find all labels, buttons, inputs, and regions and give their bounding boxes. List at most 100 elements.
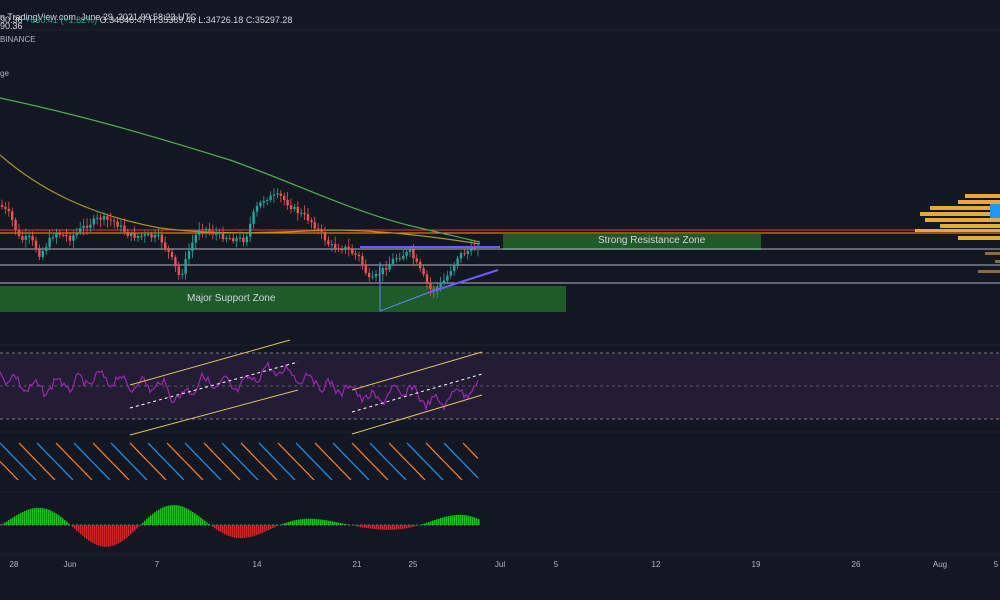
hist-bar bbox=[106, 525, 108, 547]
hist-bar bbox=[16, 515, 18, 525]
hist-bar bbox=[372, 525, 374, 529]
candle-body bbox=[453, 264, 456, 271]
hist-bar bbox=[290, 521, 292, 525]
candle-body bbox=[198, 229, 201, 235]
candle-body bbox=[391, 258, 395, 264]
hist-bar bbox=[228, 525, 230, 536]
hist-bar bbox=[28, 509, 30, 525]
hist-bar bbox=[308, 518, 310, 525]
hist-bar bbox=[408, 525, 410, 528]
candle-body bbox=[266, 200, 269, 202]
candle-body bbox=[177, 266, 180, 275]
candle-body bbox=[463, 253, 466, 255]
hist-bar bbox=[302, 519, 304, 525]
hist-bar bbox=[176, 505, 178, 525]
x-tick: 19 bbox=[751, 560, 761, 569]
candle-body bbox=[65, 234, 68, 237]
hist-bar bbox=[464, 515, 466, 525]
hist-bar bbox=[266, 525, 268, 531]
hist-bar bbox=[194, 513, 196, 525]
support-zone[interactable] bbox=[0, 286, 566, 312]
candle-body bbox=[21, 235, 24, 240]
candle-body bbox=[160, 234, 163, 243]
support-zone-label: Major Support Zone bbox=[187, 293, 276, 304]
hist-bar bbox=[422, 524, 424, 525]
source-text: n TradingView.com, June 29, 2021 09:58:2… bbox=[0, 12, 197, 22]
hist-bar bbox=[78, 525, 80, 533]
hist-bar bbox=[68, 523, 70, 525]
hist-bar bbox=[260, 525, 262, 534]
hist-bar bbox=[240, 525, 242, 539]
candle-body bbox=[425, 274, 429, 283]
hist-bar bbox=[452, 515, 454, 525]
hist-bar bbox=[376, 525, 378, 530]
candle-body bbox=[313, 222, 316, 229]
candle-body bbox=[286, 199, 289, 206]
hist-bar bbox=[172, 505, 174, 525]
hist-bar bbox=[34, 508, 36, 525]
hist-bar bbox=[198, 516, 200, 525]
hist-bar bbox=[114, 525, 116, 546]
x-tick: Aug bbox=[932, 560, 948, 569]
hist-bar bbox=[244, 525, 246, 538]
candle-body bbox=[126, 231, 129, 236]
x-tick: 12 bbox=[651, 560, 661, 569]
hist-bar bbox=[44, 508, 46, 525]
candle-body bbox=[17, 229, 21, 236]
hist-bar bbox=[92, 525, 94, 543]
hist-bar bbox=[468, 515, 470, 525]
candle-body bbox=[79, 228, 82, 233]
rsi-line bbox=[0, 360, 479, 412]
candle-body bbox=[38, 249, 41, 257]
candle-body bbox=[303, 212, 306, 215]
hist-bar bbox=[378, 525, 380, 530]
hist-bar bbox=[124, 525, 126, 540]
hist-bar bbox=[12, 517, 14, 525]
hist-bar bbox=[274, 525, 276, 528]
candle-body bbox=[388, 263, 391, 270]
candle-body bbox=[412, 249, 415, 259]
hist-bar bbox=[212, 525, 214, 527]
hist-bar bbox=[412, 525, 414, 527]
hist-bar bbox=[336, 522, 338, 525]
price-text: 90.36 bbox=[0, 21, 23, 31]
x-tick: 28 bbox=[9, 560, 19, 569]
candle-body bbox=[7, 208, 10, 212]
hist-bar bbox=[238, 525, 240, 539]
hist-bar bbox=[130, 525, 132, 535]
candle-body bbox=[279, 193, 282, 196]
hist-bar bbox=[390, 525, 392, 530]
candle-body bbox=[269, 195, 272, 201]
candle-body bbox=[378, 273, 381, 275]
candle-body bbox=[337, 248, 340, 250]
candle-body bbox=[334, 244, 337, 249]
pattern-line[interactable] bbox=[379, 291, 431, 312]
candle-body bbox=[439, 282, 442, 287]
hist-bar bbox=[134, 525, 136, 531]
candle-body bbox=[320, 228, 323, 232]
hist-bar bbox=[14, 516, 16, 525]
candle-body bbox=[374, 273, 378, 277]
hist-bar bbox=[382, 525, 384, 530]
hist-bar bbox=[424, 523, 426, 525]
hist-bar bbox=[406, 525, 408, 529]
resistance-zone[interactable] bbox=[503, 234, 761, 250]
candle-body bbox=[215, 233, 218, 235]
hist-bar bbox=[222, 525, 224, 534]
rsi-channels[interactable] bbox=[129, 339, 483, 436]
hist-bar bbox=[272, 525, 274, 529]
candle-body bbox=[133, 233, 136, 238]
candle-body bbox=[140, 235, 143, 237]
candle-body bbox=[402, 255, 405, 259]
hist-bar bbox=[242, 525, 244, 539]
candle-body bbox=[323, 231, 327, 241]
rising-trendline[interactable] bbox=[429, 269, 499, 293]
hist-bar bbox=[342, 523, 344, 525]
candle-body bbox=[371, 276, 374, 278]
hist-bar bbox=[156, 510, 158, 525]
ma-green-line bbox=[0, 97, 481, 243]
hist-bar bbox=[454, 515, 456, 525]
candle-body bbox=[446, 275, 449, 281]
candle-body bbox=[119, 225, 123, 227]
